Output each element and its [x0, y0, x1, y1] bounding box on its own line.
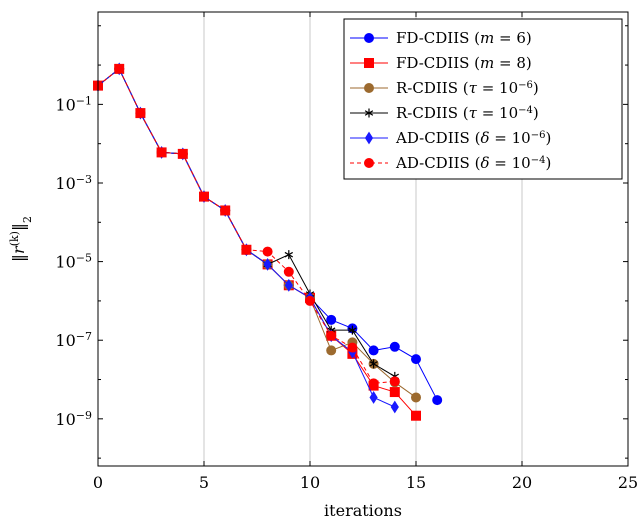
- data-point: [364, 58, 374, 68]
- y-tick-label: 10−7: [55, 330, 92, 351]
- legend-label: FD-CDIIS (m = 6): [396, 29, 532, 47]
- legend-label: R-CDIIS (τ = 10−4): [396, 104, 539, 122]
- x-tick-label: 5: [199, 473, 209, 492]
- data-point: [389, 341, 400, 352]
- data-point: [364, 108, 374, 118]
- data-point: [283, 266, 294, 277]
- data-point: [220, 205, 231, 216]
- x-tick-label: 10: [300, 473, 320, 492]
- data-point: [368, 378, 379, 389]
- data-point: [241, 244, 252, 255]
- data-point: [369, 359, 378, 369]
- y-tick-label: 10−5: [55, 251, 92, 272]
- data-point: [177, 148, 188, 159]
- legend-label: FD-CDIIS (m = 8): [396, 54, 532, 72]
- legend-label: AD-CDIIS (δ = 10−4): [395, 154, 551, 172]
- data-point: [347, 342, 358, 353]
- series-6: [93, 63, 400, 389]
- x-tick-label: 0: [93, 473, 103, 492]
- plot-frame: [97, 11, 629, 467]
- data-point: [364, 83, 374, 93]
- x-tick-label: 20: [512, 473, 532, 492]
- y-tick-label: 10−1: [55, 94, 92, 115]
- legend-item: AD-CDIIS (δ = 10−6): [350, 129, 551, 147]
- legend-item: FD-CDIIS (m = 8): [350, 54, 532, 72]
- data-point: [390, 400, 399, 414]
- legend-box: [343, 18, 623, 180]
- data-point: [389, 387, 400, 398]
- y-axis-label: ‖r(k)‖2: [8, 216, 34, 262]
- data-point: [326, 345, 337, 356]
- data-point: [263, 257, 272, 271]
- data-point: [199, 191, 209, 202]
- legend-label: AD-CDIIS (δ = 10−6): [395, 129, 551, 147]
- data-point: [326, 314, 337, 325]
- data-point: [156, 147, 167, 158]
- data-point: [368, 345, 379, 356]
- series-group: [93, 62, 443, 421]
- data-point: [348, 325, 357, 335]
- data-point: [135, 108, 146, 119]
- x-tick-label: 25: [618, 473, 638, 492]
- y-tick-label: 10−9: [55, 408, 92, 429]
- legend: FD-CDIIS (m = 6) FD-CDIIS (m = 8) R-CDIIS …: [343, 18, 623, 180]
- y-tick-label: 10−3: [55, 172, 92, 193]
- legend-item: FD-CDIIS (m = 6): [350, 29, 532, 47]
- data-point: [364, 33, 374, 43]
- data-point: [326, 330, 337, 341]
- data-point: [262, 246, 273, 257]
- x-tick-label: 15: [406, 473, 426, 492]
- legend-item: R-CDIIS (τ = 10−4): [350, 104, 539, 122]
- legend-item: AD-CDIIS (δ = 10−4): [350, 154, 551, 172]
- data-point: [284, 278, 293, 292]
- data-point: [114, 63, 125, 74]
- data-point: [389, 376, 400, 387]
- data-point: [369, 391, 378, 404]
- x-axis-label: iterations: [324, 501, 402, 520]
- data-point: [411, 354, 421, 365]
- legend-item: R-CDIIS (τ = 10−6): [350, 79, 539, 97]
- data-point: [432, 395, 443, 406]
- data-point: [284, 250, 293, 260]
- data-point: [305, 295, 315, 306]
- data-point: [364, 131, 374, 145]
- data-point: [411, 410, 421, 421]
- legend-label: R-CDIIS (τ = 10−6): [396, 79, 539, 97]
- axis-ticks: 0 5 10 15 20 25 10−1 10−3 10−5 10−7 10−9: [55, 12, 638, 492]
- data-point: [411, 392, 421, 403]
- data-point: [364, 158, 374, 168]
